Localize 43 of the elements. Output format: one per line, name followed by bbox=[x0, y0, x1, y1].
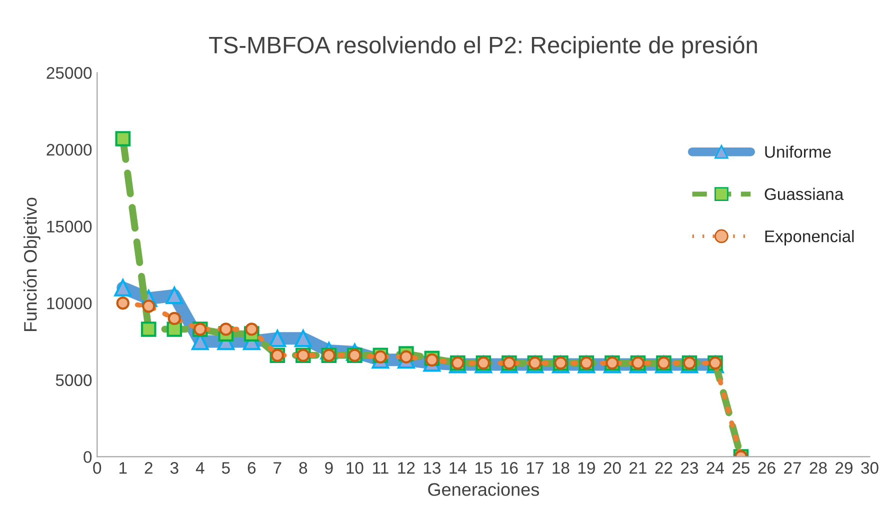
y-tick-label: 0 bbox=[84, 451, 92, 463]
y-tick-label: 10000 bbox=[47, 297, 92, 310]
x-tick-label: 1 bbox=[120, 462, 127, 474]
x-tick-label: 13 bbox=[424, 462, 440, 474]
y-axis-title: Función Objetivo bbox=[23, 198, 40, 331]
x-tick-label: 0 bbox=[93, 462, 102, 474]
x-tick-label: 6 bbox=[248, 462, 256, 474]
x-tick-label: 23 bbox=[681, 462, 698, 474]
x-axis-title: Generaciones bbox=[428, 482, 540, 496]
x-tick-label: 28 bbox=[810, 462, 827, 474]
x-tick-label: 21 bbox=[630, 462, 646, 474]
x-tick-label: 19 bbox=[578, 462, 595, 474]
x-tick-label: 16 bbox=[501, 462, 518, 474]
x-tick-label: 4 bbox=[196, 462, 204, 474]
x-tick-label: 11 bbox=[373, 462, 388, 474]
x-tick-label: 30 bbox=[861, 462, 878, 474]
chart-title: TS-MBFOA resolviendo el P2: Recipiente de presión bbox=[209, 36, 757, 58]
x-tick-label: 10 bbox=[346, 462, 364, 474]
x-tick-label: 17 bbox=[526, 462, 544, 474]
x-tick-label: 8 bbox=[299, 462, 308, 474]
x-tick-label: 25 bbox=[732, 462, 750, 474]
x-tick-label: 27 bbox=[784, 462, 801, 474]
legend-label: Guassiana bbox=[764, 188, 844, 200]
y-tick-label: 15000 bbox=[47, 220, 92, 232]
y-tick-label: 25000 bbox=[46, 67, 92, 79]
x-tick-label: 7 bbox=[274, 462, 282, 474]
x-tick-label: 5 bbox=[222, 462, 230, 474]
y-tick-label: 5000 bbox=[56, 374, 92, 386]
x-tick-label: 29 bbox=[836, 462, 852, 474]
x-tick-label: 18 bbox=[552, 462, 570, 474]
x-tick-label: 2 bbox=[144, 462, 152, 474]
x-tick-label: 15 bbox=[475, 462, 492, 474]
legend-label: Uniforme bbox=[765, 146, 831, 158]
x-tick-label: 26 bbox=[758, 462, 776, 474]
x-tick-label: 3 bbox=[170, 462, 178, 474]
x-tick-label: 12 bbox=[398, 462, 415, 474]
x-tick-label: 24 bbox=[706, 462, 724, 474]
x-tick-label: 22 bbox=[655, 462, 672, 474]
y-tick-label: 20000 bbox=[46, 144, 92, 156]
x-tick-label: 14 bbox=[450, 462, 466, 474]
legend-label: Exponencial bbox=[765, 230, 854, 246]
x-tick-label: 20 bbox=[604, 462, 621, 474]
x-tick-label: 9 bbox=[325, 462, 333, 474]
